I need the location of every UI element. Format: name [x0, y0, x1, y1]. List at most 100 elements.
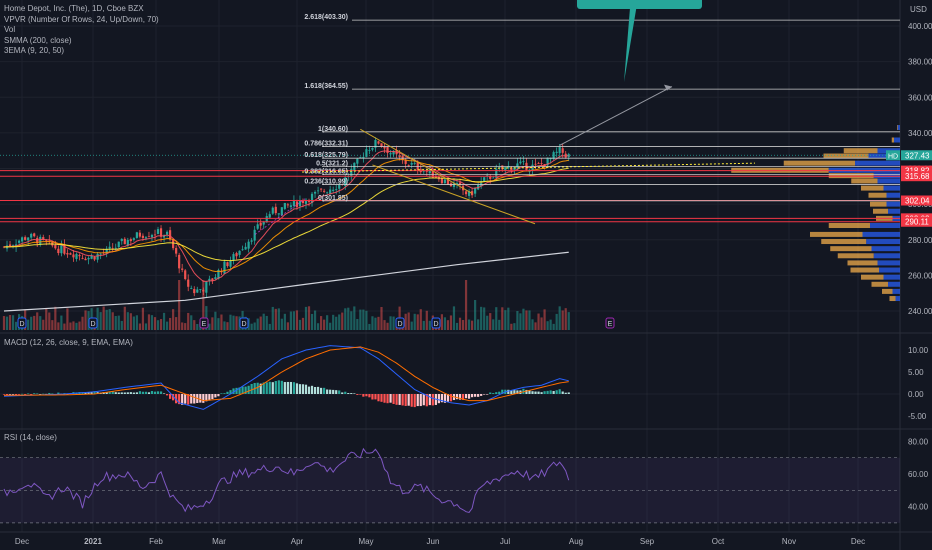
volume-bar [543, 309, 546, 330]
macd-histogram-bar [114, 392, 117, 394]
macd-histogram-bar [558, 389, 561, 394]
price-tag-label: 302.04 [905, 196, 930, 205]
macd-histogram-bar [42, 393, 45, 395]
event-marker-label: D [19, 321, 24, 328]
macd-histogram-bar [199, 394, 202, 403]
volume-bar [320, 316, 323, 330]
price-axis-tick: 340.00 [908, 129, 932, 138]
time-axis-tick: Mar [212, 537, 226, 546]
macd-histogram-bar [474, 394, 477, 397]
macd-legend[interactable]: MACD (12, 26, close, 9, EMA, EMA) [4, 338, 133, 347]
volume-bar [33, 315, 36, 330]
macd-histogram-bar [374, 394, 377, 400]
volume-bar [329, 322, 332, 330]
indicator-smma[interactable]: SMMA (200, close) [4, 35, 72, 45]
volume-bar [256, 318, 259, 330]
candle-body [280, 207, 283, 216]
macd-histogram-bar [220, 393, 223, 394]
candle-body [298, 200, 302, 207]
volume-bar [229, 314, 232, 330]
candle-body [301, 200, 305, 204]
fib-level-label: 2.618(403.30) [304, 14, 348, 21]
candle-body [223, 261, 226, 274]
macd-histogram-bar [350, 393, 353, 394]
event-marker-label: E [608, 321, 613, 328]
volume-bar [495, 307, 498, 330]
candle-body [214, 277, 217, 280]
vpvr-bar-up [883, 185, 900, 191]
macd-histogram-bar [181, 394, 184, 405]
macd-histogram-bar [193, 394, 196, 404]
candle-body [247, 241, 250, 249]
volume-bar [422, 320, 425, 330]
macd-histogram-bar [480, 394, 483, 396]
volume-bar [108, 309, 111, 330]
macd-histogram-bar [353, 393, 356, 394]
time-axis-tick: May [358, 537, 373, 546]
indicator-vpvr[interactable]: VPVR (Number Of Rows, 24, Up/Down, 70) [4, 14, 159, 24]
candle-body [389, 153, 392, 155]
volume-bar [298, 319, 302, 330]
macd-histogram-bar [39, 393, 42, 395]
candle-body [310, 193, 314, 203]
candle-body [516, 163, 519, 169]
macd-histogram-bar [501, 389, 504, 394]
vpvr-bar-down [897, 125, 898, 131]
vpvr-bar-down [821, 239, 867, 245]
macd-histogram-bar [301, 384, 305, 394]
volume-bar [274, 308, 277, 330]
indicator-vol[interactable]: Vol [4, 25, 16, 34]
candle-body [483, 177, 486, 182]
macd-histogram-bar [277, 380, 280, 394]
volume-bar [292, 311, 296, 330]
volume-bar [341, 312, 344, 330]
macd-histogram-bar [244, 386, 247, 394]
macd-histogram-bar [555, 390, 558, 394]
candle-body [480, 181, 483, 187]
fib-level-label: 0.786(332.31) [304, 141, 348, 148]
macd-histogram-bar [419, 394, 422, 407]
candle-body [386, 146, 389, 153]
volume-bar [5, 316, 9, 330]
candle-body [404, 159, 407, 164]
candle-body [172, 239, 175, 249]
macd-histogram-bar [320, 387, 323, 394]
price-tag-label: 315.68 [905, 172, 930, 181]
volume-bar [57, 322, 60, 330]
candle-body [458, 182, 462, 185]
candle-body [147, 236, 151, 238]
volume-bar [208, 323, 211, 330]
macd-histogram-bar [280, 380, 283, 394]
candle-body [187, 279, 190, 287]
vpvr-bar-up [873, 173, 900, 179]
macd-histogram-bar [498, 391, 501, 394]
macd-histogram-bar [120, 392, 123, 394]
symbol-title[interactable]: Home Depot, Inc. (The), 1D, Cboe BZX [4, 4, 144, 13]
candle-body [467, 191, 471, 196]
indicator-3ema[interactable]: 3EMA (9, 20, 50) [4, 46, 65, 55]
macd-histogram-bar [147, 392, 151, 394]
macd-histogram-bar [371, 394, 374, 400]
volume-bar [486, 315, 489, 330]
price-axis-tick: 260.00 [908, 271, 932, 280]
candle-body [332, 189, 335, 191]
macd-histogram-bar [292, 382, 296, 394]
volume-bar [39, 316, 42, 330]
volume-bar [513, 323, 516, 330]
vpvr-bar-up [873, 253, 900, 259]
last-price-tag [901, 150, 932, 161]
vpvr-bar-up [870, 223, 900, 228]
macd-histogram-bar [425, 394, 428, 407]
volume-bar [169, 317, 172, 330]
volume-bar [190, 315, 193, 330]
candle-body [295, 201, 299, 208]
candle-body [286, 204, 289, 206]
candle-body [181, 268, 184, 270]
vpvr-bar-up [886, 192, 900, 198]
candle-body [150, 234, 154, 238]
rsi-legend[interactable]: RSI (14, close) [4, 433, 57, 442]
volume-bar [525, 310, 528, 330]
macd-histogram-bar [14, 394, 18, 396]
volume-bar [78, 321, 81, 330]
